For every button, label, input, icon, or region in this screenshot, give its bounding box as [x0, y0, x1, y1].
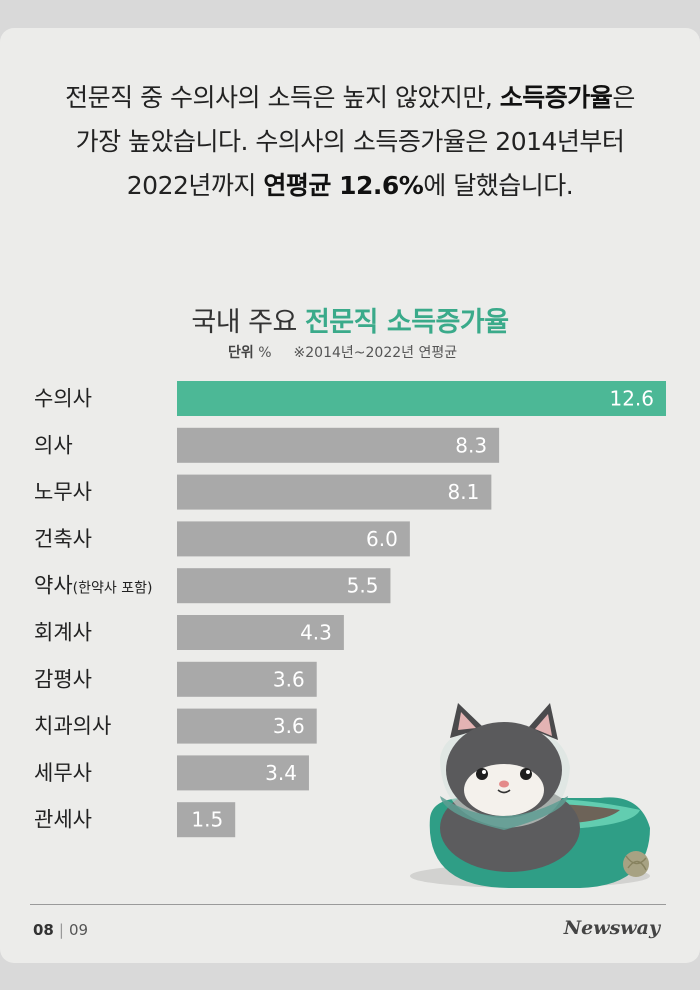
- bar-2: [177, 427, 500, 463]
- intro-line3-a: 2022년까지: [126, 171, 264, 200]
- value-label-6: 4.3: [300, 621, 332, 645]
- chart-title-highlight: 전문직 소득증가율: [304, 307, 509, 338]
- category-label-6: 회계사: [34, 621, 92, 645]
- bar-1: [177, 381, 666, 416]
- infographic-card: 전문직 중 수의사의 소득은 높지 않았지만, 소득증가율은 가장 높았습니다.…: [0, 28, 700, 963]
- intro-line1-a: 전문직 중 수의사의 소득은 높지 않았지만,: [65, 83, 500, 112]
- chart-title: 국내 주요 전문직 소득증가율: [0, 300, 700, 339]
- value-label-7: 3.6: [273, 667, 305, 691]
- intro-line1-c: 은: [612, 83, 635, 112]
- unit-row: 단위 % ※2014년~2022년 연평균: [228, 342, 457, 362]
- intro-text: 전문직 중 수의사의 소득은 높지 않았지만, 소득증가율은 가장 높았습니다.…: [30, 76, 670, 208]
- category-label-1: 수의사: [34, 387, 92, 411]
- unit-note: ※2014년~2022년 연평균: [293, 345, 458, 361]
- category-label-7: 감평사: [34, 667, 92, 691]
- value-label-4: 6.0: [366, 527, 398, 551]
- value-label-2: 8.3: [455, 433, 487, 457]
- brand-logo: Newsway: [563, 917, 660, 939]
- page-total: 09: [68, 921, 89, 939]
- category-label-3: 노무사: [34, 480, 92, 504]
- bar-7: [177, 661, 317, 697]
- value-label-10: 1.5: [191, 808, 223, 832]
- category-sub-label: (한약사 포함): [73, 581, 153, 597]
- intro-line3-bold: 연평균 12.6%: [263, 171, 424, 200]
- value-label-3: 8.1: [448, 480, 480, 504]
- bar-5: [177, 568, 391, 604]
- intro-line1-bold: 소득증가율: [499, 83, 613, 112]
- cat-illustration: [410, 703, 650, 888]
- value-label-9: 3.4: [265, 761, 297, 785]
- category-label-4: 건축사: [34, 527, 92, 551]
- bar-chart: 수의사 12.6 의사 8.3 노무사 8.1 건축사 6.0 약사(한약사 포함) 5.5 회계사…: [34, 381, 666, 838]
- category-label-9: 세무사: [34, 761, 92, 785]
- intro-line3-c: 에 달했습니다.: [423, 171, 574, 200]
- value-label-1: 12.6: [609, 387, 654, 411]
- value-label-5: 5.5: [347, 574, 379, 598]
- category-label-2: 의사: [34, 433, 73, 457]
- bar-6: [177, 615, 344, 650]
- category-label-10: 관세사: [34, 808, 92, 832]
- bar-10: [177, 802, 236, 838]
- bar-9: [177, 755, 309, 791]
- unit-label: 단위: [228, 345, 254, 361]
- intro-line2: 가장 높았습니다. 수의사의 소득증가율은 2014년부터: [75, 127, 625, 156]
- category-label-8: 치과의사: [34, 714, 111, 738]
- chart-title-normal: 국내 주요: [191, 307, 305, 338]
- page-indicator: 08 | 09: [33, 921, 89, 939]
- category-label-5: 약사(한약사 포함): [34, 574, 152, 598]
- value-label-8: 3.6: [273, 714, 305, 738]
- bar-3: [177, 474, 492, 510]
- unit-symbol: %: [258, 345, 272, 361]
- page-current: 08: [33, 921, 54, 939]
- footer-divider: [30, 904, 666, 905]
- bar-8: [177, 708, 317, 744]
- bar-4: [177, 521, 410, 557]
